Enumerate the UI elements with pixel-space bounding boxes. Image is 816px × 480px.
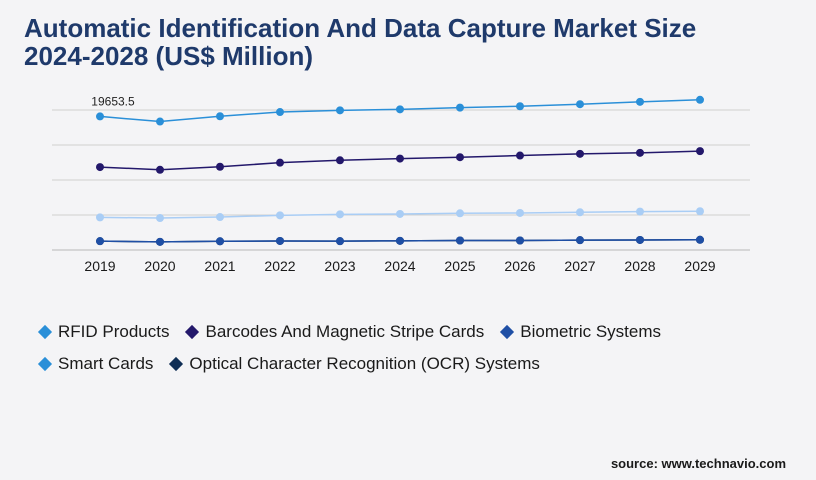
- x-tick-label: 2026: [504, 258, 535, 274]
- data-point: [516, 208, 524, 217]
- data-point: [336, 210, 344, 219]
- data-point: [216, 112, 224, 121]
- x-tick-label: 2023: [324, 258, 355, 274]
- data-point: [396, 105, 404, 114]
- legend-label: Biometric Systems: [520, 322, 661, 341]
- data-point: [396, 236, 404, 245]
- data-point: [636, 148, 644, 157]
- data-point: [636, 235, 644, 244]
- legend-item: RFID Products: [37, 322, 170, 342]
- data-point: [276, 158, 284, 167]
- legend-diamond-icon: [37, 324, 53, 340]
- x-tick-label: 2019: [84, 258, 115, 274]
- line-chart: 2019 2020 2021 2022 2023 2024 2025 2026 2027 2028…: [52, 94, 750, 274]
- data-point: [636, 207, 644, 216]
- x-tick-label: 2025: [444, 258, 475, 274]
- data-point: [96, 163, 104, 172]
- data-point: [576, 100, 584, 109]
- data-point: [396, 209, 404, 218]
- x-tick-label: 2028: [624, 258, 655, 274]
- chart-legend: RFID Products Barcodes And Magnetic Strip…: [37, 322, 780, 374]
- legend-label: Smart Cards: [58, 354, 154, 373]
- legend-item: Biometric Systems: [500, 322, 661, 342]
- data-point: [396, 154, 404, 163]
- data-point: [156, 214, 164, 223]
- data-point: [516, 102, 524, 111]
- data-point: [456, 153, 464, 162]
- data-point: [576, 149, 584, 158]
- data-point: [336, 156, 344, 165]
- x-tick-label: 2022: [264, 258, 295, 274]
- data-point: [456, 209, 464, 218]
- x-tick-label: 2020: [144, 258, 175, 274]
- source-note: source: www.technavio.com: [610, 456, 786, 471]
- data-point: [216, 237, 224, 246]
- data-point: [336, 237, 344, 246]
- data-point: [336, 106, 344, 115]
- chart-title-line-2: 2024-2028 (US$ Million): [24, 41, 313, 71]
- data-point: [156, 117, 164, 126]
- data-point: [576, 236, 584, 245]
- data-point: [696, 235, 704, 244]
- x-tick-label: 2027: [564, 258, 595, 274]
- legend-item: Barcodes And Magnetic Stripe Cards: [185, 322, 485, 342]
- data-point: [96, 112, 104, 121]
- data-point: [516, 151, 524, 160]
- legend-diamond-icon: [500, 324, 515, 340]
- data-point: [516, 236, 524, 245]
- legend-label: Barcodes And Magnetic Stripe Cards: [205, 322, 485, 341]
- legend-item: Optical Character Recognition (OCR) Syst…: [169, 354, 540, 374]
- data-point: [636, 97, 644, 106]
- chart-title: Automatic Identification And Data Captur…: [24, 14, 696, 70]
- legend-diamond-icon: [169, 356, 184, 372]
- data-point: [216, 213, 224, 222]
- x-tick-label: 2029: [684, 258, 715, 274]
- data-point: [216, 162, 224, 171]
- data-label: 19653.5: [91, 94, 135, 108]
- data-point: [276, 211, 284, 220]
- legend-label: Optical Character Recognition (OCR) Syst…: [189, 354, 540, 373]
- x-tick-label: 2024: [384, 258, 415, 274]
- data-point: [456, 236, 464, 245]
- data-point: [276, 236, 284, 245]
- chart-title-line-1: Automatic Identification And Data Captur…: [24, 13, 697, 43]
- data-point: [456, 103, 464, 112]
- data-point: [576, 208, 584, 217]
- data-point: [696, 207, 704, 216]
- x-tick-label: 2021: [204, 258, 235, 274]
- legend-label: RFID Products: [58, 322, 170, 341]
- data-point: [156, 165, 164, 174]
- data-point: [156, 237, 164, 246]
- legend-diamond-icon: [185, 324, 200, 340]
- legend-diamond-icon: [37, 356, 53, 372]
- data-point: [696, 147, 704, 156]
- data-point: [276, 108, 284, 117]
- data-point: [96, 237, 104, 246]
- data-point: [696, 95, 704, 104]
- legend-item: Smart Cards: [37, 354, 154, 374]
- data-point: [96, 213, 104, 222]
